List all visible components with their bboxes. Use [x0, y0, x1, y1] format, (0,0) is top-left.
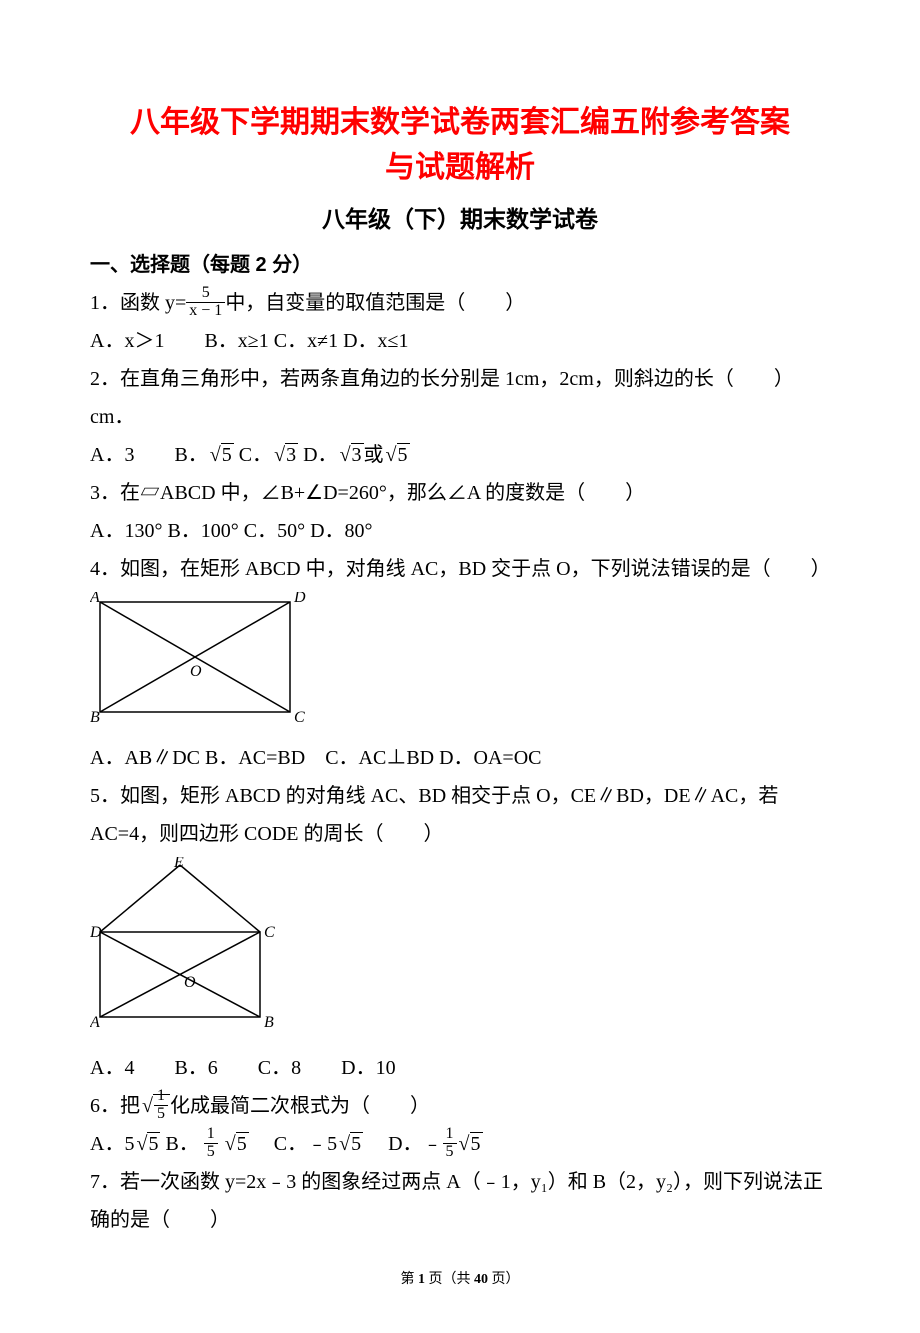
q1-post: 中，自变量的取值范围是（ ）: [225, 292, 525, 314]
svg-text:B: B: [90, 709, 100, 722]
page-footer: 第 1 页（共 40 页）: [90, 1267, 830, 1294]
question-1: 1．函数 y=5x − 1中，自变量的取值范围是（ ）: [90, 284, 830, 322]
q1-options: A．x＞1 B．x≥1 C．x≠1 D．x≤1: [90, 322, 830, 360]
q5-diagram: E D C A B O: [90, 857, 830, 1045]
sqrt-icon: 5: [384, 436, 410, 474]
question-5: 5．如图，矩形 ABCD 的对角线 AC、BD 相交于点 O，CE∥BD，DE∥…: [90, 777, 830, 853]
section-heading: 一、选择题（每题 2 分）: [90, 246, 830, 284]
q5-options: A．4 B．6 C．8 D．10: [90, 1049, 830, 1087]
main-title-line2: 与试题解析: [90, 145, 830, 190]
svg-text:A: A: [90, 592, 100, 606]
svg-text:D: D: [90, 924, 102, 941]
rectangle-diagram: A D B C O: [90, 592, 310, 722]
sqrt-icon: 5: [134, 1125, 160, 1163]
sqrt-icon: 5: [457, 1125, 483, 1163]
svg-text:O: O: [190, 663, 202, 680]
sqrt-icon: 5: [337, 1125, 363, 1163]
svg-text:C: C: [294, 709, 305, 722]
svg-text:D: D: [293, 592, 306, 606]
question-6: 6．把15化成最简二次根式为（ ）: [90, 1087, 830, 1125]
question-7: 7．若一次函数 y=2x﹣3 的图象经过两点 A（﹣1，y₁）和 B（2，y₂）…: [90, 1163, 830, 1239]
sqrt-icon: 3: [338, 436, 364, 474]
rhombus-rectangle-diagram: E D C A B O: [90, 857, 290, 1032]
q3-options: A．130° B．100° C．50° D．80°: [90, 512, 830, 550]
svg-text:A: A: [90, 1014, 100, 1031]
question-2: 2．在直角三角形中，若两条直角边的长分别是 1cm，2cm，则斜边的长（ ）cm…: [90, 360, 830, 436]
page: 八年级下学期期末数学试卷两套汇编五附参考答案 与试题解析 八年级（下）期末数学试…: [0, 0, 920, 1333]
q6-options: A．55 B． 15 5 C．﹣55 D．﹣155: [90, 1125, 830, 1163]
sqrt-icon: 15: [140, 1087, 170, 1125]
subtitle: 八年级（下）期末数学试卷: [90, 198, 830, 242]
q1-pre: 1．函数 y=: [90, 292, 186, 314]
sqrt-icon: 5: [223, 1125, 249, 1163]
question-3: 3．在▱ABCD 中，∠B+∠D=260°，那么∠A 的度数是（ ）: [90, 474, 830, 512]
svg-text:B: B: [264, 1014, 274, 1031]
svg-text:O: O: [184, 974, 196, 991]
main-title-line1: 八年级下学期期末数学试卷两套汇编五附参考答案: [90, 100, 830, 145]
sqrt-icon: 3: [272, 436, 298, 474]
q1-fraction: 5x − 1: [186, 285, 225, 320]
q4-diagram: A D B C O: [90, 592, 830, 735]
q4-options: A．AB∥DC B．AC=BD C．AC⊥BD D．OA=OC: [90, 739, 830, 777]
question-4: 4．如图，在矩形 ABCD 中，对角线 AC，BD 交于点 O，下列说法错误的是…: [90, 550, 830, 588]
sqrt-icon: 5: [208, 436, 234, 474]
svg-text:E: E: [173, 857, 184, 871]
svg-text:C: C: [264, 924, 275, 941]
q2-options: A．3 B．5 C．3 D．3或5: [90, 436, 830, 474]
